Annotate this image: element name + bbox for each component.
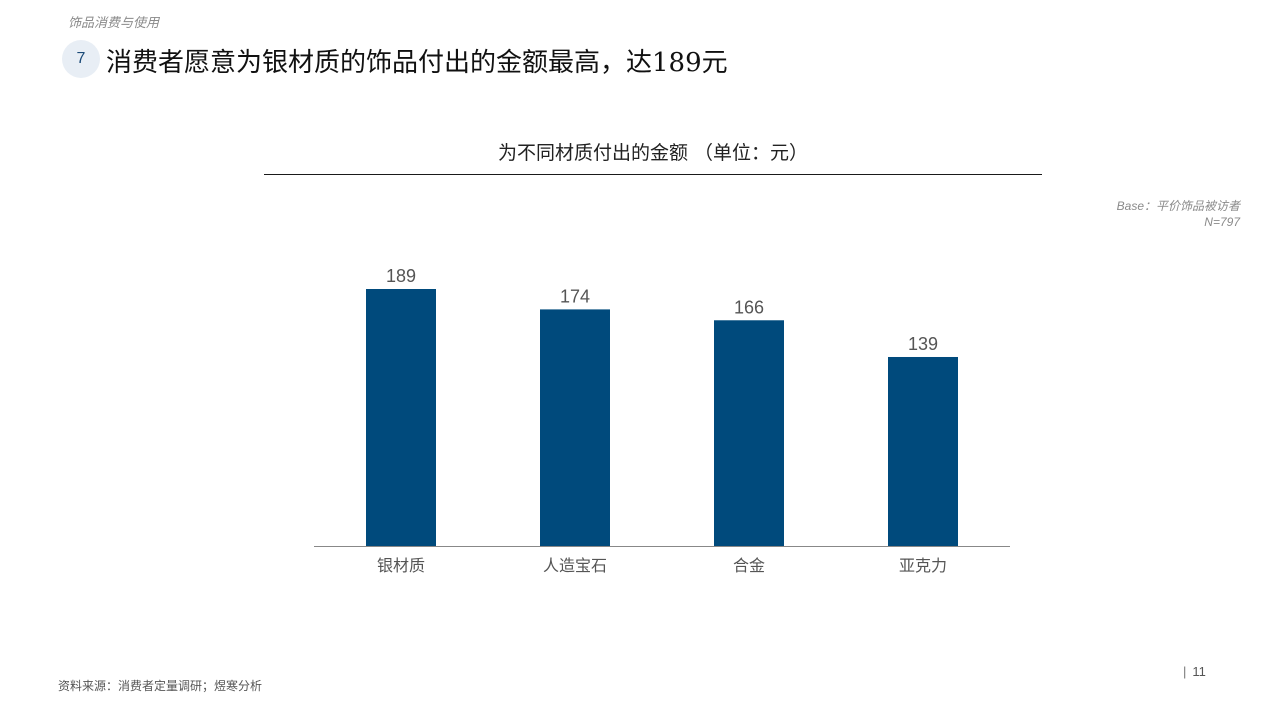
bar [540,309,610,546]
bar-value-label: 139 [908,334,938,354]
bar-value-label: 189 [386,266,416,286]
page-separator: | [1183,664,1187,679]
bar-value-label: 166 [734,297,764,317]
page-number-value: 11 [1192,664,1206,679]
chart-title-rule [264,174,1042,175]
slide-number-badge: 7 [62,40,100,78]
bar [714,320,784,546]
page-headline: 消费者愿意为银材质的饰品付出的金额最高，达189元 [106,48,728,78]
base-note: Base：平价饰品被访者 N=797 [1117,198,1240,230]
bar [366,289,436,546]
source-note: 资料来源：消费者定量调研；煜寒分析 [58,679,263,693]
category-label: 合金 [733,556,765,575]
section-label: 饰品消费与使用 [68,16,160,31]
category-label: 亚克力 [899,556,947,575]
bar-value-label: 174 [560,286,590,306]
page-number: | 11 [1183,664,1206,679]
category-label: 银材质 [377,556,425,575]
chart-title: 为不同材质付出的金额 （单位：元） [497,142,809,164]
bar [888,356,958,546]
category-label: 人造宝石 [543,556,607,575]
base-sample-size: N=797 [1204,215,1240,229]
base-respondents: Base：平价饰品被访者 [1116,199,1240,213]
